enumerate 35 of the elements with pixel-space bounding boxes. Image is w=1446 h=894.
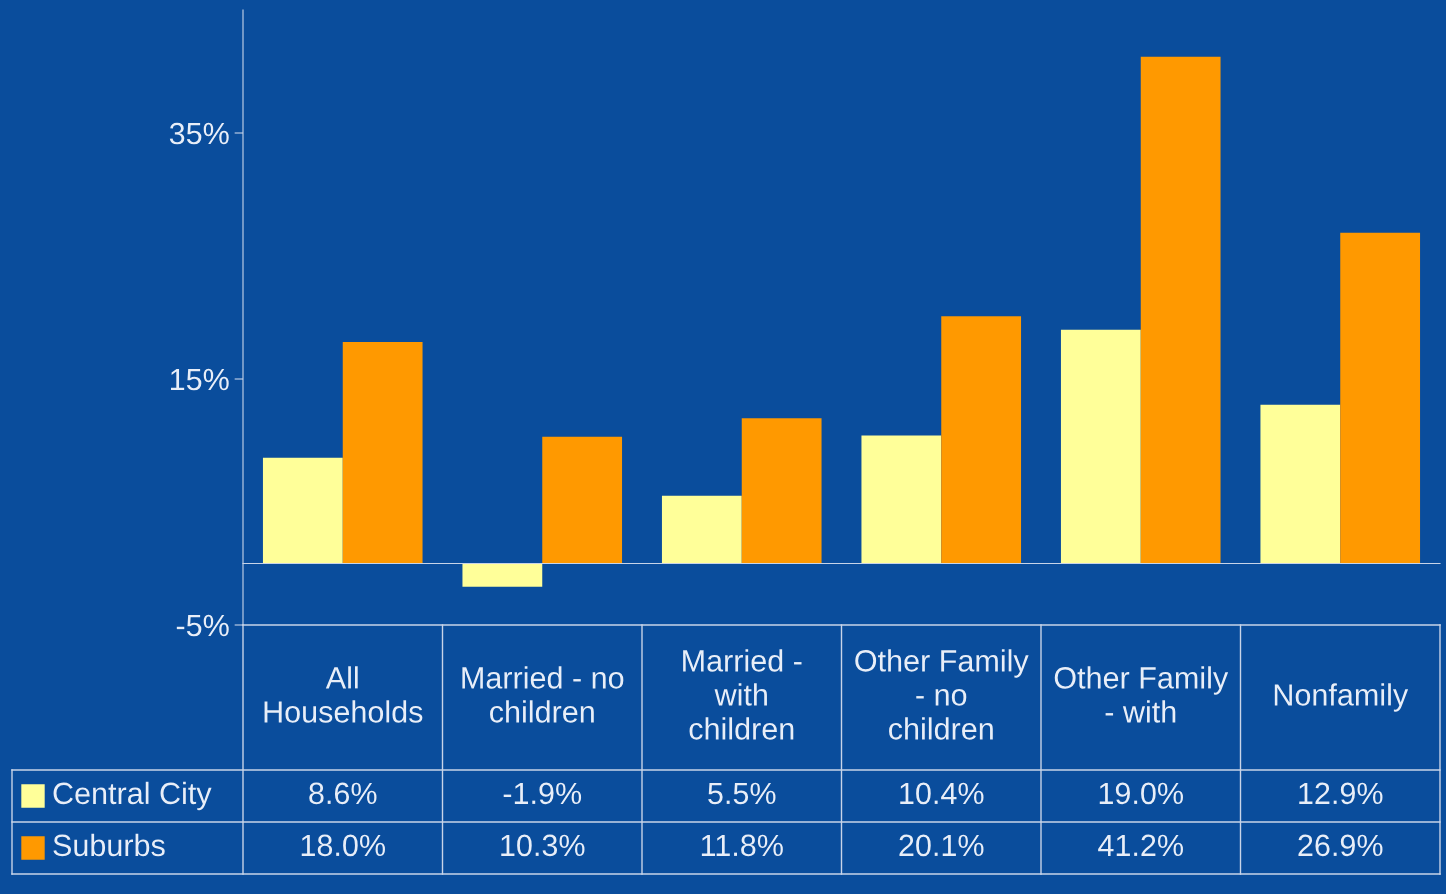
x-tick-label: All Households <box>264 666 423 723</box>
bar <box>342 342 423 564</box>
bar <box>1140 56 1221 564</box>
bar <box>661 495 742 564</box>
legend-label: Central City <box>53 781 212 811</box>
data-label: 8.6% <box>309 782 377 805</box>
bar <box>861 435 942 564</box>
data-label: 11.8% <box>701 834 783 857</box>
x-tick-label: Married - no children <box>462 666 624 723</box>
x-tick-label: Nonfamily <box>1274 683 1409 712</box>
data-label: 41.2% <box>1098 834 1183 857</box>
data-label: 18.0% <box>301 834 385 857</box>
bar <box>1340 232 1421 564</box>
data-label: 20.1% <box>899 834 984 857</box>
y-tick-label: 35% <box>169 122 229 145</box>
data-label: 10.4% <box>900 782 984 805</box>
bar <box>262 457 343 564</box>
data-label: 10.3% <box>501 834 585 857</box>
bar <box>542 436 623 564</box>
data-label: 19.0% <box>1099 782 1183 805</box>
bar <box>1060 329 1141 564</box>
y-tick-label: -5% <box>176 614 229 637</box>
x-tick-label: Other Family - no children <box>855 649 1029 740</box>
y-tick-label: 15% <box>170 368 229 391</box>
data-label: -1.9% <box>503 782 582 805</box>
bar <box>462 563 543 587</box>
data-label: 12.9% <box>1299 782 1383 805</box>
x-tick-label: Other Family - with <box>1054 666 1229 723</box>
data-label: 5.5% <box>708 782 776 805</box>
bar <box>1260 404 1341 564</box>
x-tick-label: Married - with children <box>683 649 802 740</box>
data-label: 26.9% <box>1298 834 1383 857</box>
bar <box>941 316 1022 564</box>
bar <box>741 418 822 564</box>
legend-label: Suburbs <box>53 833 165 857</box>
